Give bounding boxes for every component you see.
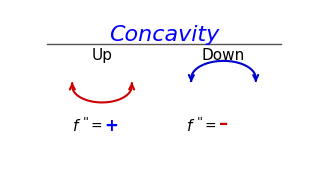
- Text: $f$: $f$: [72, 118, 82, 134]
- Text: Up: Up: [92, 48, 113, 63]
- Text: '': '': [83, 116, 90, 129]
- Text: +: +: [104, 117, 118, 135]
- Text: $f$: $f$: [186, 118, 196, 134]
- Text: '': '': [197, 116, 204, 129]
- Text: =: =: [205, 119, 221, 132]
- Text: Down: Down: [202, 48, 245, 63]
- Text: –: –: [219, 115, 228, 133]
- Text: =: =: [91, 119, 107, 132]
- Text: Concavity: Concavity: [109, 25, 219, 45]
